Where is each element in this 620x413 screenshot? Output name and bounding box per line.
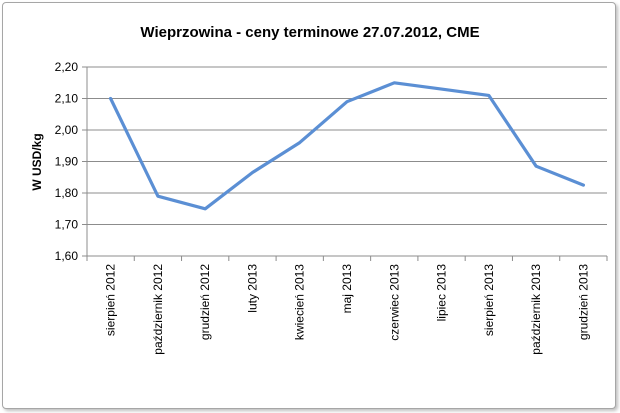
x-tick-label: lipiec 2013 [435,264,449,322]
x-tick-label: październik 2012 [151,264,165,355]
x-tick-label: maj 2013 [340,264,354,314]
y-tick-label: 2,00 [55,123,79,137]
data-point [393,81,396,85]
x-tick-label: grudzień 2013 [576,264,590,340]
x-tick-label: grudzień 2012 [198,264,212,340]
data-point [534,165,538,168]
y-tick-labels: 1,60 1,70 1,80 1,90 2,00 2,10 2,20 [55,60,79,263]
data-point [251,171,254,174]
x-tick-label: sierpień 2012 [104,264,118,336]
data-point [298,141,301,144]
axes [82,66,608,261]
chart-title: Wieprzowina - ceny terminowe 27.07.2012,… [140,24,479,41]
data-point [487,94,490,97]
data-point [156,195,160,198]
y-tick-label: 1,90 [55,155,79,169]
x-tick-label: październik 2013 [529,264,543,355]
x-tick-labels: sierpień 2012 październik 2012 grudzień 20… [104,264,591,355]
data-point [204,207,207,210]
data-point [345,100,349,103]
y-axis-label: W USD/kg [30,133,44,190]
y-tick-label: 1,80 [55,186,79,200]
y-tick-label: 2,20 [55,60,79,74]
gridlines [87,66,607,225]
data-point [582,183,585,187]
x-tick-label: czerwiec 2013 [387,264,401,341]
x-tick-label: sierpień 2013 [482,264,496,336]
y-tick-label: 1,60 [55,249,79,263]
data-point [440,87,443,91]
chart-frame [2,2,616,409]
x-tick-label: kwiecień 2013 [293,264,307,340]
data-point [109,97,112,100]
y-tick-label: 2,10 [55,92,79,106]
x-tick-label: luty 2013 [245,264,259,313]
series-group [108,81,586,211]
y-tick-label: 1,70 [55,218,79,232]
